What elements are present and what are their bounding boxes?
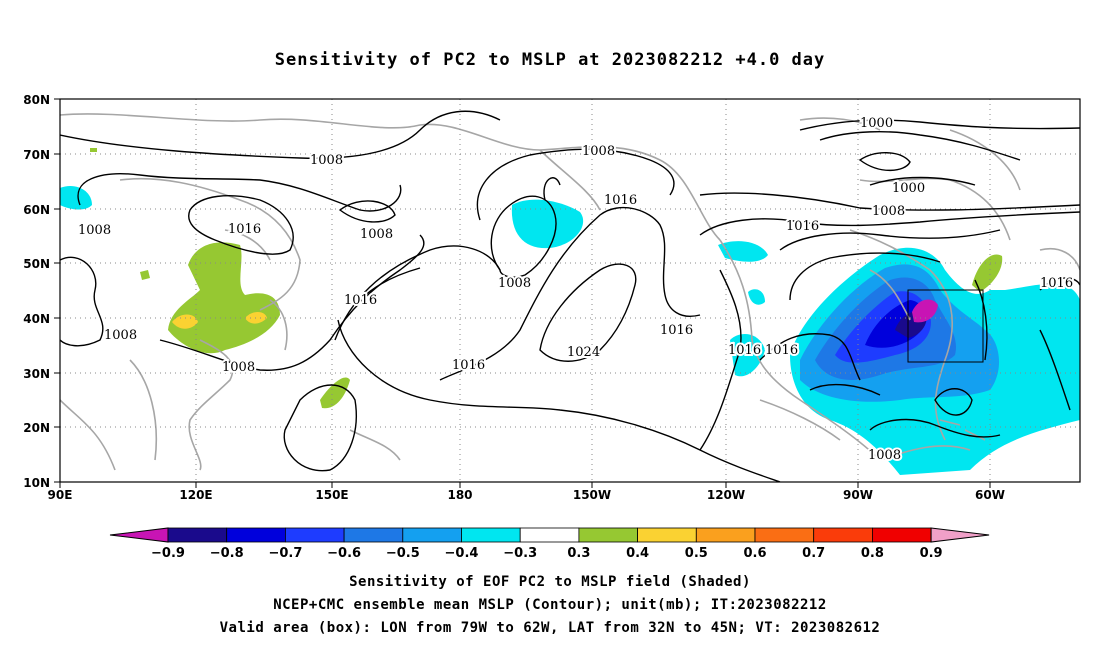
contour-label: 1016 bbox=[604, 193, 637, 208]
colorbar-label: 0.5 bbox=[685, 546, 708, 561]
contour-label: 1008 bbox=[78, 223, 111, 238]
contour-label-extra: 1016 bbox=[765, 343, 798, 358]
contour-label: 1008 bbox=[222, 360, 255, 375]
contour-label: 1024 bbox=[567, 345, 600, 360]
contour-label: 1016 bbox=[344, 293, 377, 308]
contour-label: 1016 bbox=[228, 222, 261, 237]
lat-label: 70N bbox=[23, 148, 50, 162]
contour-label: 1000 bbox=[892, 181, 925, 196]
colorbar-label: −0.6 bbox=[327, 546, 361, 561]
contour-label: 1016 bbox=[728, 343, 761, 358]
colorbar-label: −0.5 bbox=[386, 546, 420, 561]
colorbar-label: 0.4 bbox=[626, 546, 649, 561]
colorbar-swatch bbox=[167, 527, 228, 543]
lon-label: 60W bbox=[975, 488, 1005, 502]
contour-layer bbox=[60, 110, 1080, 482]
contour-label: 1008 bbox=[360, 227, 393, 242]
colorbar-label: −0.8 bbox=[210, 546, 244, 561]
caption-line-3: Valid area (box): LON from 79W to 62W, L… bbox=[219, 620, 881, 636]
axis-ticks bbox=[54, 98, 991, 488]
contour-label: 1016 bbox=[786, 219, 819, 234]
colorbar-label: −0.7 bbox=[268, 546, 302, 561]
colorbar-swatch bbox=[284, 527, 345, 543]
colorbar-swatch bbox=[343, 527, 404, 543]
colorbar-swatch bbox=[461, 527, 521, 543]
shade-pos-small-2 bbox=[90, 148, 97, 152]
lon-label: 90W bbox=[843, 488, 873, 502]
colorbar-swatch bbox=[226, 527, 286, 543]
contour-label: 1008 bbox=[498, 276, 531, 291]
map-frame bbox=[59, 98, 1081, 483]
contour-label: 1008 bbox=[868, 448, 901, 463]
colorbar-label: −0.3 bbox=[503, 546, 537, 561]
shade-neg-pacific-4 bbox=[748, 289, 765, 305]
colorbar-label: 0.7 bbox=[802, 546, 825, 561]
shade-pos-asia-2 bbox=[172, 314, 198, 329]
colorbar-swatch bbox=[402, 527, 462, 543]
lon-label: 120W bbox=[707, 488, 745, 502]
contour-label: 1008 bbox=[104, 328, 137, 343]
lat-label: 10N bbox=[23, 476, 50, 490]
colorbar-swatch bbox=[578, 527, 639, 543]
contour-label: 1000 bbox=[860, 116, 893, 131]
colorbar-swatch bbox=[519, 527, 580, 543]
shade-neg-pacific-3 bbox=[730, 334, 765, 377]
lat-label: 80N bbox=[23, 93, 50, 107]
contour-label: 1016 bbox=[1040, 276, 1073, 291]
caption-line-1: Sensitivity of EOF PC2 to MSLP field (Sh… bbox=[349, 574, 751, 590]
contour-label: 1008 bbox=[582, 144, 615, 159]
colorbar-label: −0.9 bbox=[151, 546, 185, 561]
lat-label: 50N bbox=[23, 257, 50, 271]
contour-label: 1008 bbox=[310, 153, 343, 168]
lon-label: 180 bbox=[447, 488, 472, 502]
contour-label: 1008 bbox=[872, 204, 905, 219]
contour-label: 1016 bbox=[660, 323, 693, 338]
colorbar-low-arrow bbox=[109, 527, 169, 543]
grid-layer bbox=[60, 99, 1080, 482]
colorbar-swatch bbox=[813, 527, 873, 543]
latitude-labels: 80N 70N 60N 50N 40N 30N 20N 10N bbox=[23, 93, 50, 490]
colorbar-label: 0.9 bbox=[920, 546, 943, 561]
colorbar-swatch bbox=[754, 527, 815, 543]
lat-label: 40N bbox=[23, 312, 50, 326]
colorbar-label: 0.3 bbox=[567, 546, 590, 561]
shade-pos-phil bbox=[320, 377, 350, 409]
lon-label: 90E bbox=[48, 488, 73, 502]
shade-neg-westpac bbox=[60, 185, 92, 210]
caption-line-2: NCEP+CMC ensemble mean MSLP (Contour); u… bbox=[273, 597, 827, 613]
colorbar-swatch bbox=[637, 527, 697, 543]
lon-label: 150W bbox=[573, 488, 611, 502]
colorbar: −0.9 −0.8 −0.7 −0.6 −0.5 −0.4 −0.3 0.3 0.4 0.5 0.6… bbox=[109, 527, 990, 561]
colorbar-swatch bbox=[872, 527, 932, 543]
map-title: Sensitivity of PC2 to MSLP at 2023082212… bbox=[274, 50, 826, 70]
colorbar-label: 0.6 bbox=[743, 546, 766, 561]
valid-area-box bbox=[907, 289, 984, 363]
shade-pos-atlantic bbox=[972, 254, 1003, 292]
colorbar-label: −0.4 bbox=[445, 546, 479, 561]
shading-layer bbox=[60, 148, 1080, 475]
longitude-labels: 90E 120E 150E 180 150W 120W 90W 60W bbox=[48, 488, 1005, 502]
colorbar-swatch bbox=[695, 527, 756, 543]
shade-pos-small bbox=[140, 270, 150, 280]
lat-label: 20N bbox=[23, 421, 50, 435]
lat-label: 60N bbox=[23, 203, 50, 217]
lon-label: 150E bbox=[315, 488, 348, 502]
lat-label: 30N bbox=[23, 367, 50, 381]
contour-label: 1016 bbox=[452, 358, 485, 373]
shade-neg-pacific-1 bbox=[511, 199, 584, 249]
colorbar-high-arrow bbox=[930, 527, 990, 543]
shade-neg-atlantic-core bbox=[912, 299, 938, 323]
shade-pos-asia bbox=[168, 242, 280, 354]
contour-labels: 1008 1016 1008 1016 1008 1008 1008 1016 … bbox=[76, 114, 1075, 465]
colorbar-label: 0.8 bbox=[861, 546, 884, 561]
lon-label: 120E bbox=[179, 488, 212, 502]
